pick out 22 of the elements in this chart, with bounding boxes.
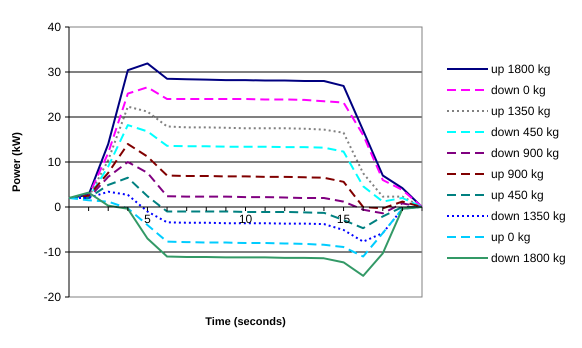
- legend-label: up 450 kg: [491, 188, 544, 202]
- legend-label: up 900 kg: [491, 167, 544, 182]
- legend-label: up 1350 kg: [491, 104, 550, 118]
- legend-label: down 900 kg: [491, 146, 560, 160]
- y-tick-label: 40: [48, 20, 62, 34]
- y-tick-label: 10: [48, 155, 62, 170]
- legend-label: down 1350 kg: [491, 209, 566, 224]
- y-tick-label: 0: [54, 200, 62, 214]
- legend-label: down 450 kg: [491, 125, 560, 140]
- y-axis-title: Power (kW): [11, 132, 23, 192]
- legend-label: down 0 kg: [491, 83, 546, 98]
- y-tick-label: -20: [44, 290, 62, 304]
- x-axis-title: Time (seconds): [205, 316, 286, 328]
- x-tick-label: 5: [144, 212, 152, 226]
- legend-label: up 0 kg: [491, 230, 530, 244]
- y-tick-label: 30: [48, 65, 62, 80]
- x-tick-label: 10: [238, 212, 252, 226]
- legend-label: down 1800 kg: [491, 251, 566, 266]
- y-tick-label: 20: [48, 110, 62, 124]
- legend-label: up 1800 kg: [491, 62, 550, 76]
- y-tick-label: -10: [44, 245, 62, 260]
- line-series: [68, 192, 423, 277]
